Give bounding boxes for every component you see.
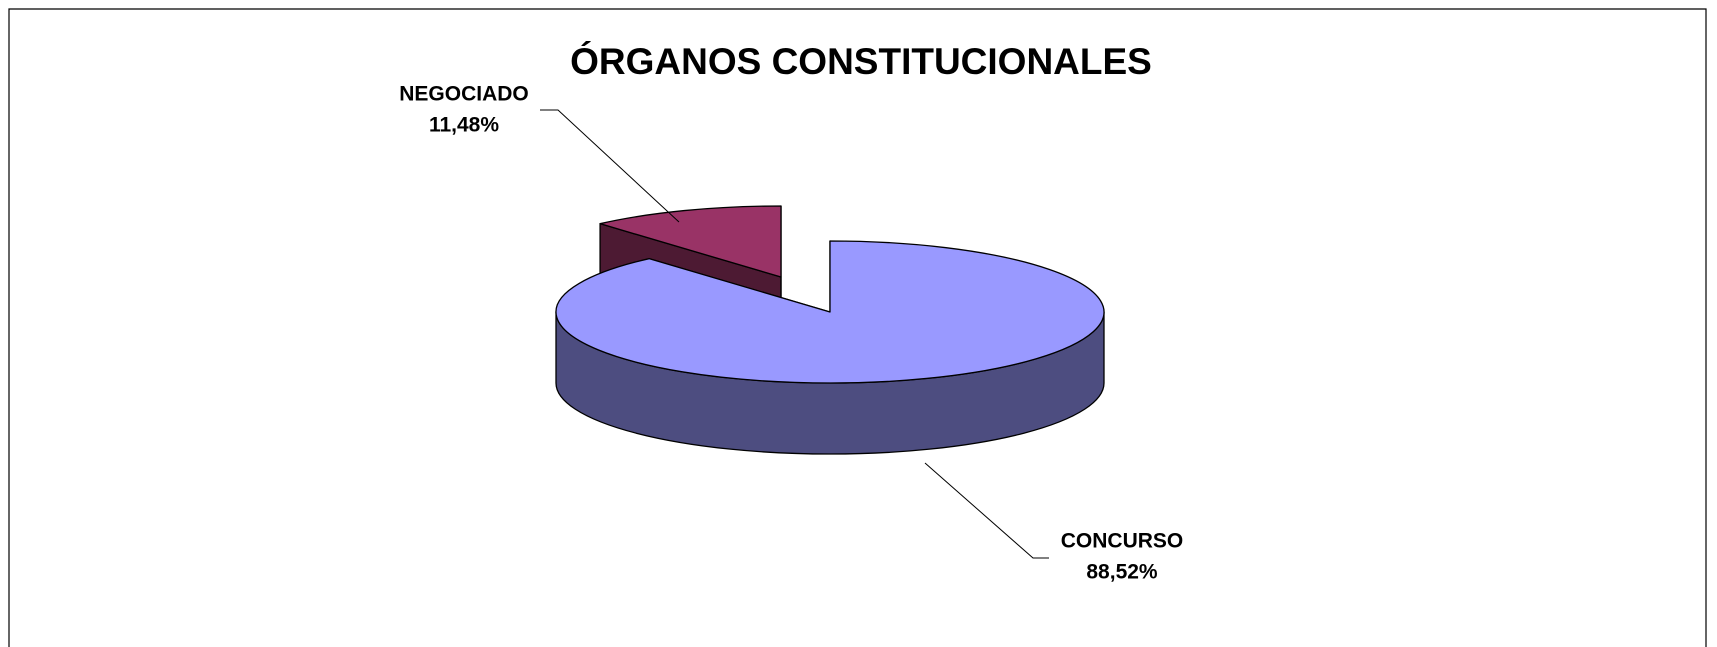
labels: NEGOCIADO 11,48% CONCURSO 88,52%: [399, 83, 1183, 584]
pie: [555, 205, 1105, 455]
slice: [555, 240, 1105, 384]
leader-line: [540, 109, 680, 223]
value-label: 88,52%: [1086, 561, 1158, 584]
slice: [599, 205, 782, 278]
chart-title: ÓRGANOS CONSTITUCIONALES: [570, 40, 1152, 82]
category-label: CONCURSO: [1061, 530, 1184, 553]
value-label: 11,48%: [429, 114, 499, 137]
category-label: NEGOCIADO: [399, 83, 529, 106]
leader-line: [924, 462, 1049, 559]
chart-border: [8, 8, 1707, 647]
